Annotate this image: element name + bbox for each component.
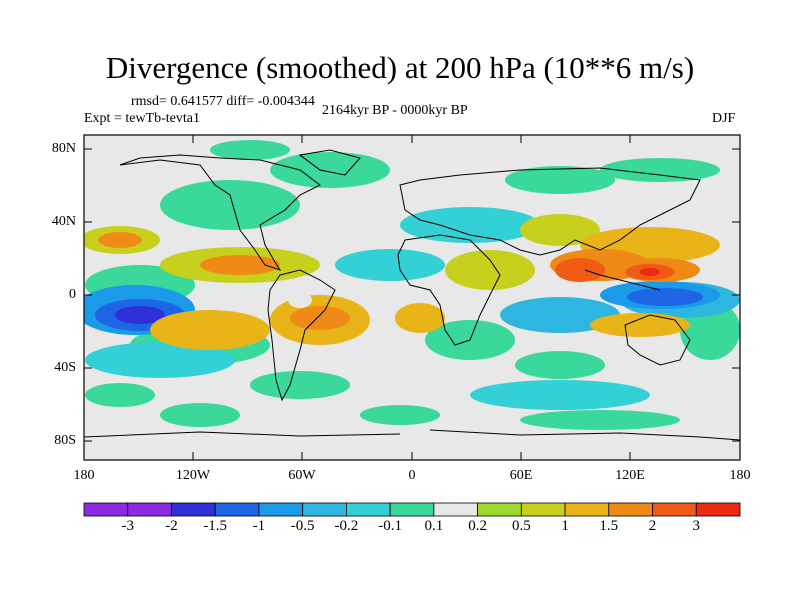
colorbar-swatch (258, 502, 304, 517)
colorbar-swatch (477, 502, 522, 517)
experiment-label: Expt = tewTb-tevta1 (84, 111, 200, 126)
colorbar-swatch (389, 502, 435, 517)
lon-label-60e: 60E (509, 468, 533, 483)
colorbar-label: 0.5 (511, 518, 531, 534)
lat-label-40n: 40N (51, 214, 76, 229)
colorbar-swatch (214, 502, 260, 517)
lon-label-0: 0 (408, 468, 416, 483)
colorbar-swatch (520, 502, 566, 517)
colorbar-label: -1 (252, 518, 266, 534)
colorbar-swatch (83, 502, 129, 517)
colorbar-swatch (345, 502, 391, 517)
divergence-field (84, 135, 740, 460)
colorbar-swatch (695, 502, 741, 517)
lat-label-80s: 80S (54, 433, 76, 448)
colorbar-swatch (608, 502, 653, 517)
colorbar-label: -2 (165, 518, 178, 534)
season-label: DJF (712, 111, 736, 126)
lat-label-0: 0 (69, 287, 76, 302)
colorbar-label: 1 (561, 518, 569, 534)
lat-label-80n: 80N (51, 141, 76, 156)
stats-label: rmsd= 0.641577 diff= -0.004344 (131, 94, 315, 109)
lat-label-40s: 40S (54, 360, 76, 375)
colorbar-swatch (564, 502, 610, 517)
colorbar (83, 502, 741, 517)
lon-label-180e: 180 (729, 468, 751, 483)
axis-ticks (83, 135, 741, 460)
colorbar-swatch (652, 502, 697, 517)
colorbar-label: 0.2 (468, 518, 487, 534)
colorbar-label: -0.2 (334, 518, 359, 534)
colorbar-swatch (171, 502, 216, 517)
colorbar-label: -0.5 (290, 518, 315, 534)
colorbar-swatch (127, 502, 172, 517)
lon-label-120w: 120W (175, 468, 211, 483)
colorbar-swatch (433, 502, 479, 517)
colorbar-label: 1.5 (599, 518, 619, 534)
colorbar-label: -0.1 (378, 518, 402, 534)
colorbar-label: 2 (648, 518, 657, 534)
colorbar-label: -3 (121, 518, 134, 534)
lon-label-180w: 180 (73, 468, 95, 483)
colorbar-swatch (302, 502, 347, 517)
coastlines (84, 149, 740, 441)
plot-title: Divergence (smoothed) at 200 hPa (10**6 … (105, 50, 695, 85)
period-label: 2164kyr BP - 0000kyr BP (322, 103, 468, 118)
lon-label-120e: 120E (615, 468, 645, 483)
colorbar-label: 3 (692, 518, 701, 534)
lon-label-60w: 60W (288, 468, 316, 483)
colorbar-label: 0.1 (424, 518, 444, 534)
colorbar-label: -1.5 (203, 518, 228, 534)
